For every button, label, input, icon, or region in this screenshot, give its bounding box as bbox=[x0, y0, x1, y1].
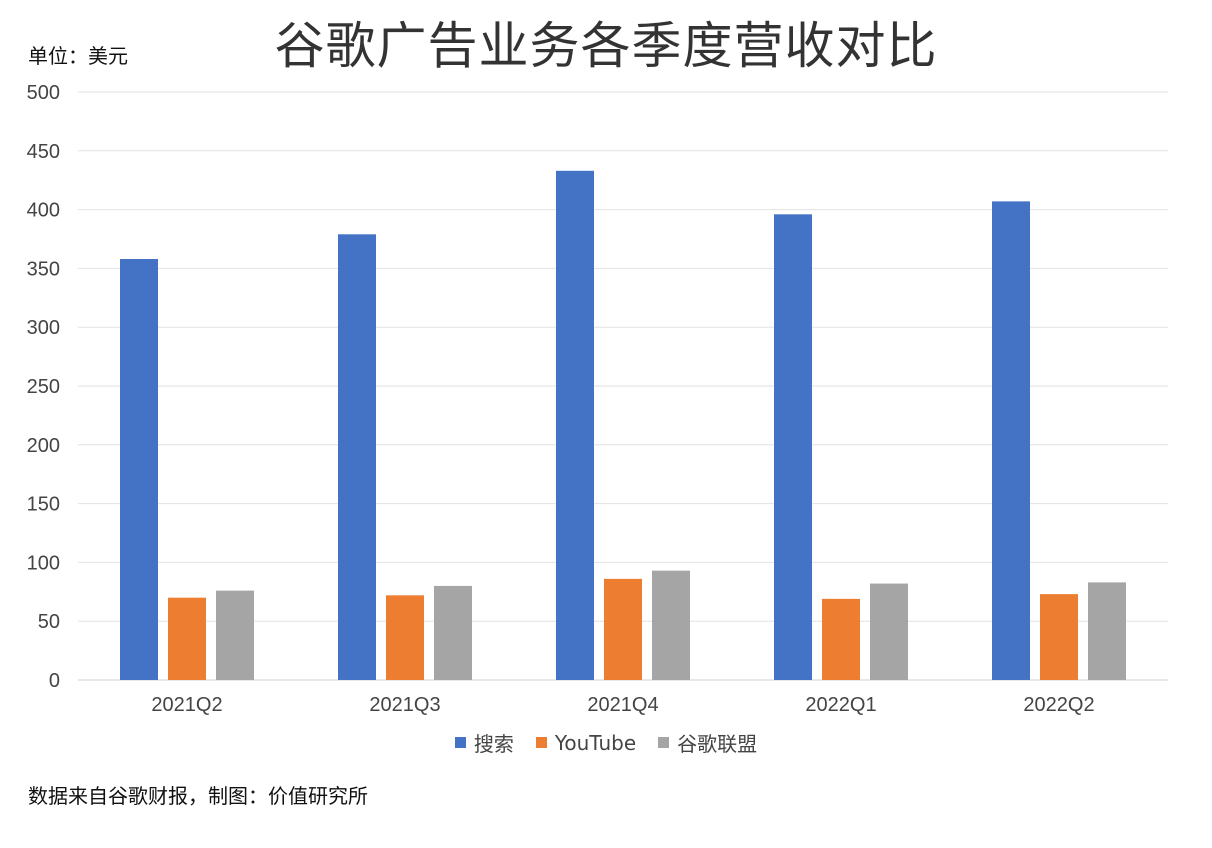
y-tick-label: 350 bbox=[27, 258, 60, 280]
y-tick-label: 500 bbox=[27, 82, 60, 104]
bar-youtube-2022Q2 bbox=[1040, 594, 1078, 680]
bar-network-2022Q1 bbox=[870, 583, 908, 680]
source-note: 数据来自谷歌财报，制图：价值研究所 bbox=[28, 784, 368, 808]
bar-network-2021Q4 bbox=[652, 570, 690, 680]
y-tick-label: 300 bbox=[27, 317, 60, 339]
legend-label: YouTube bbox=[554, 730, 637, 755]
y-tick-label: 0 bbox=[49, 670, 60, 692]
legend-swatch bbox=[535, 737, 547, 748]
bar-youtube-2021Q3 bbox=[386, 595, 424, 680]
legend-item: 搜索 bbox=[454, 728, 514, 757]
legend-item: 谷歌联盟 bbox=[658, 728, 757, 757]
bar-network-2022Q2 bbox=[1088, 582, 1126, 680]
bar-search-2021Q2 bbox=[120, 258, 158, 680]
y-tick-label: 400 bbox=[27, 200, 60, 222]
y-tick-label: 450 bbox=[27, 141, 60, 163]
bar-youtube-2021Q4 bbox=[604, 578, 642, 680]
y-tick-label: 200 bbox=[27, 435, 60, 457]
chart-title: 谷歌广告业务各季度营收对比 bbox=[274, 17, 938, 75]
bar-search-2021Q3 bbox=[338, 234, 376, 680]
x-tick-label: 2022Q1 bbox=[805, 694, 876, 716]
legend-swatch bbox=[658, 737, 670, 748]
bar-search-2022Q1 bbox=[774, 214, 812, 680]
x-tick-label: 2021Q2 bbox=[151, 694, 222, 716]
unit-label: 单位：美元 bbox=[28, 44, 128, 68]
y-tick-label: 50 bbox=[38, 611, 60, 633]
legend-item: YouTube bbox=[535, 728, 637, 757]
x-tick-label: 2021Q4 bbox=[587, 694, 658, 716]
y-tick-label: 150 bbox=[27, 494, 60, 516]
bar-youtube-2021Q2 bbox=[168, 597, 206, 680]
y-tick-label: 100 bbox=[27, 552, 60, 574]
bar-search-2022Q2 bbox=[992, 201, 1030, 681]
bar-search-2021Q4 bbox=[556, 170, 594, 681]
legend-swatch bbox=[454, 737, 466, 748]
y-tick-label: 250 bbox=[27, 376, 60, 398]
x-tick-label: 2021Q3 bbox=[369, 694, 440, 716]
bar-network-2021Q3 bbox=[434, 585, 472, 680]
legend-label: 搜索 bbox=[473, 732, 514, 756]
legend: 搜索 YouTube 谷歌联盟 bbox=[0, 728, 1212, 757]
bar-youtube-2022Q1 bbox=[822, 598, 860, 680]
bar-network-2021Q2 bbox=[216, 590, 254, 680]
x-tick-label: 2022Q2 bbox=[1023, 694, 1094, 716]
legend-label: 谷歌联盟 bbox=[677, 732, 758, 756]
